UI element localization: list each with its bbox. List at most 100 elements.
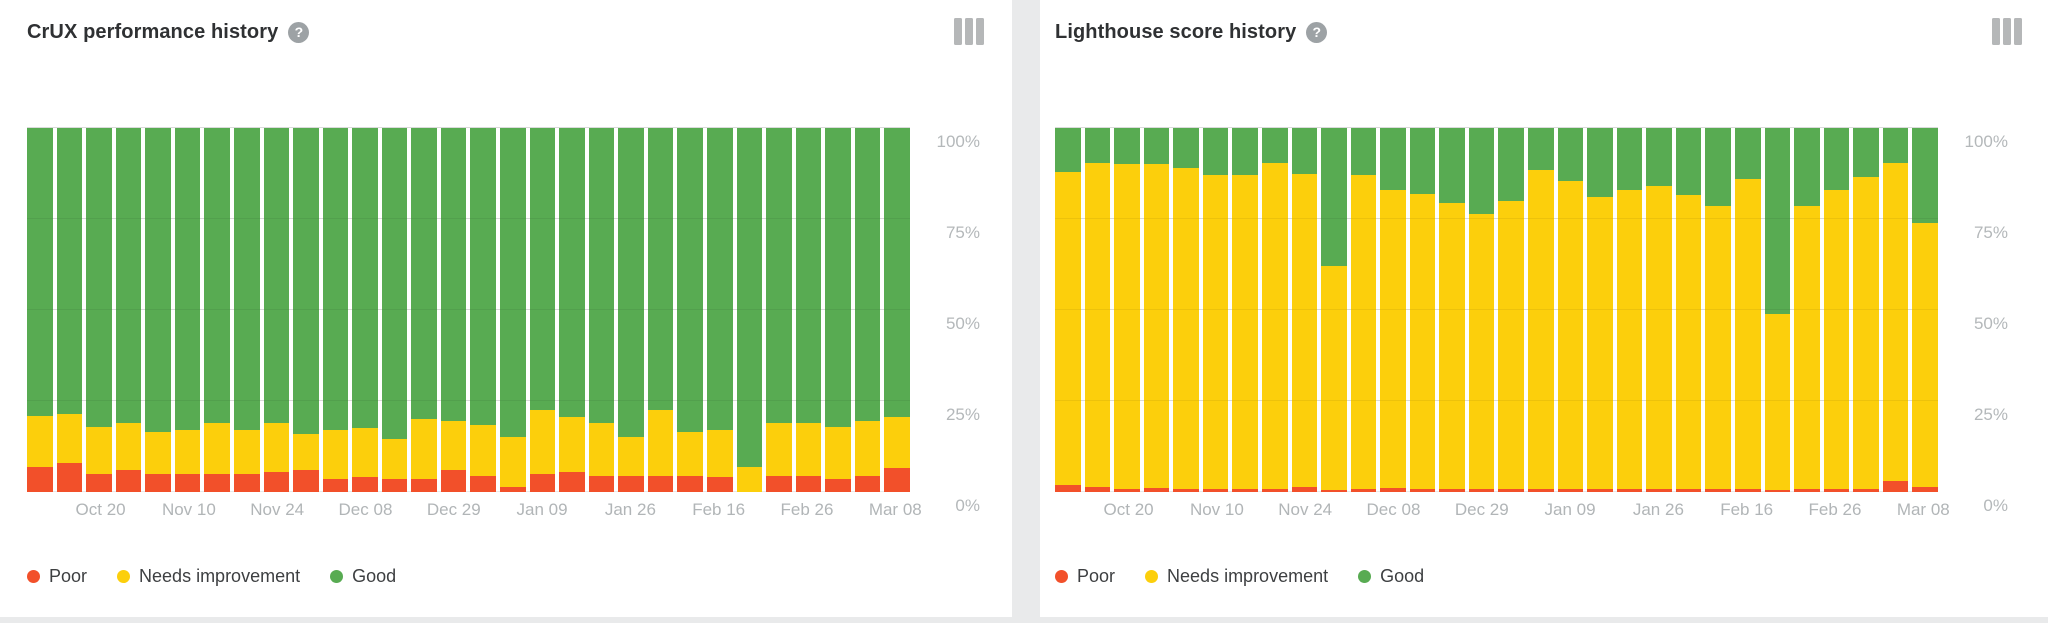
bar-column[interactable] <box>381 128 408 492</box>
bar-segment-poor <box>1794 489 1820 492</box>
bar-column[interactable] <box>470 128 496 492</box>
bar-column[interactable] <box>1232 128 1258 492</box>
bar-column[interactable] <box>559 128 585 492</box>
bar-segment-poor <box>884 468 910 492</box>
legend-label: Needs improvement <box>139 566 301 586</box>
bar-column[interactable] <box>1587 128 1613 492</box>
legend-item-needs-improvement[interactable]: Needs improvement <box>1145 566 1328 587</box>
bar-column[interactable] <box>1498 128 1524 492</box>
bar-column[interactable] <box>1557 128 1584 492</box>
bar-column[interactable] <box>115 128 142 492</box>
bar-column[interactable] <box>233 128 260 492</box>
help-icon[interactable]: ? <box>1306 21 1328 43</box>
bar-column[interactable] <box>1675 128 1702 492</box>
bar-column[interactable] <box>1764 128 1791 492</box>
bar-column[interactable] <box>1173 128 1199 492</box>
bar-column[interactable] <box>1468 128 1495 492</box>
bar-column[interactable] <box>263 128 290 492</box>
bar-column[interactable] <box>411 128 437 492</box>
card-header: Lighthouse score history ? <box>1055 16 2022 48</box>
bar-column[interactable] <box>677 128 703 492</box>
bar-column[interactable] <box>854 128 881 492</box>
needs-improvement-dot-icon <box>1145 570 1159 583</box>
bar-column[interactable] <box>174 128 201 492</box>
bar-segment-good <box>1823 128 1850 190</box>
bar-column[interactable] <box>1143 128 1170 492</box>
bar-column[interactable] <box>1646 128 1672 492</box>
bar-column[interactable] <box>145 128 171 492</box>
bar-column[interactable] <box>1055 128 1081 492</box>
bar-segment-needs_improvement <box>1409 193 1436 490</box>
bar-column[interactable] <box>1705 128 1731 492</box>
bar-column[interactable] <box>1261 128 1288 492</box>
bar-column[interactable] <box>1734 128 1761 492</box>
bar-column[interactable] <box>352 128 378 492</box>
bar-segment-needs_improvement <box>352 428 378 478</box>
column-chart-toggle-icon[interactable] <box>954 18 984 45</box>
bar-column[interactable] <box>884 128 910 492</box>
bar-column[interactable] <box>736 128 763 492</box>
bar-segment-needs_improvement <box>884 417 910 469</box>
legend: Poor Needs improvement Good <box>27 566 984 587</box>
bar-column[interactable] <box>1853 128 1879 492</box>
bar-segment-good <box>233 128 260 431</box>
bar-segment-needs_improvement <box>736 466 763 492</box>
bar-column[interactable] <box>1084 128 1111 492</box>
bar-segment-poor <box>1350 489 1377 492</box>
bar-column[interactable] <box>293 128 319 492</box>
x-axis-tick: Nov 10 <box>161 500 216 519</box>
bar-column[interactable] <box>588 128 615 492</box>
bar-column[interactable] <box>1409 128 1436 492</box>
bar-column[interactable] <box>1380 128 1406 492</box>
bar-column[interactable] <box>825 128 851 492</box>
bar-column[interactable] <box>766 128 792 492</box>
bar-column[interactable] <box>529 128 556 492</box>
bar-column[interactable] <box>204 128 230 492</box>
bar-segment-poor <box>145 473 171 492</box>
bar-column[interactable] <box>1616 128 1643 492</box>
bar-segment-needs_improvement <box>1468 213 1495 490</box>
legend-item-good[interactable]: Good <box>1358 566 1424 587</box>
legend-item-good[interactable]: Good <box>330 566 396 587</box>
bar-segment-needs_improvement <box>854 421 881 476</box>
bar-column[interactable] <box>647 128 674 492</box>
bar-column[interactable] <box>1321 128 1347 492</box>
bar-segment-good <box>647 128 674 411</box>
bar-segment-poor <box>322 479 349 492</box>
x-axis-tick: Dec 29 <box>1454 500 1509 519</box>
bar-segment-good <box>174 128 201 431</box>
bar-column[interactable] <box>1882 128 1909 492</box>
x-axis: Oct 20 Nov 10 Nov 24 Dec 08 Dec 29 Jan 09 Jan … <box>27 500 922 526</box>
bar-column[interactable] <box>706 128 733 492</box>
needs-improvement-dot-icon <box>117 570 131 583</box>
bar-column[interactable] <box>27 128 53 492</box>
bar-column[interactable] <box>1291 128 1318 492</box>
bar-column[interactable] <box>56 128 83 492</box>
bar-column[interactable] <box>1114 128 1140 492</box>
gridline <box>27 491 910 492</box>
bar-column[interactable] <box>1350 128 1377 492</box>
bar-column[interactable] <box>1202 128 1229 492</box>
bar-segment-poor <box>618 475 644 492</box>
column-chart-toggle-icon[interactable] <box>1992 18 2022 45</box>
bar-column[interactable] <box>1439 128 1465 492</box>
bar-column[interactable] <box>1912 128 1938 492</box>
bar-segment-poor <box>1705 489 1731 492</box>
bar-column[interactable] <box>322 128 349 492</box>
bar-column[interactable] <box>1528 128 1554 492</box>
bar-column[interactable] <box>1794 128 1820 492</box>
bar-column[interactable] <box>440 128 467 492</box>
bar-column[interactable] <box>1823 128 1850 492</box>
bar-segment-good <box>322 128 349 431</box>
bar-segment-poor <box>1084 486 1111 492</box>
legend-item-poor[interactable]: Poor <box>27 566 87 587</box>
bar-column[interactable] <box>86 128 112 492</box>
bar-column[interactable] <box>795 128 822 492</box>
help-icon[interactable]: ? <box>288 21 310 43</box>
y-axis-tick: 50% <box>945 314 980 333</box>
bar-column[interactable] <box>500 128 526 492</box>
legend-item-poor[interactable]: Poor <box>1055 566 1115 587</box>
bar-column[interactable] <box>618 128 644 492</box>
legend-item-needs-improvement[interactable]: Needs improvement <box>117 566 300 587</box>
bar-segment-poor <box>233 473 260 492</box>
